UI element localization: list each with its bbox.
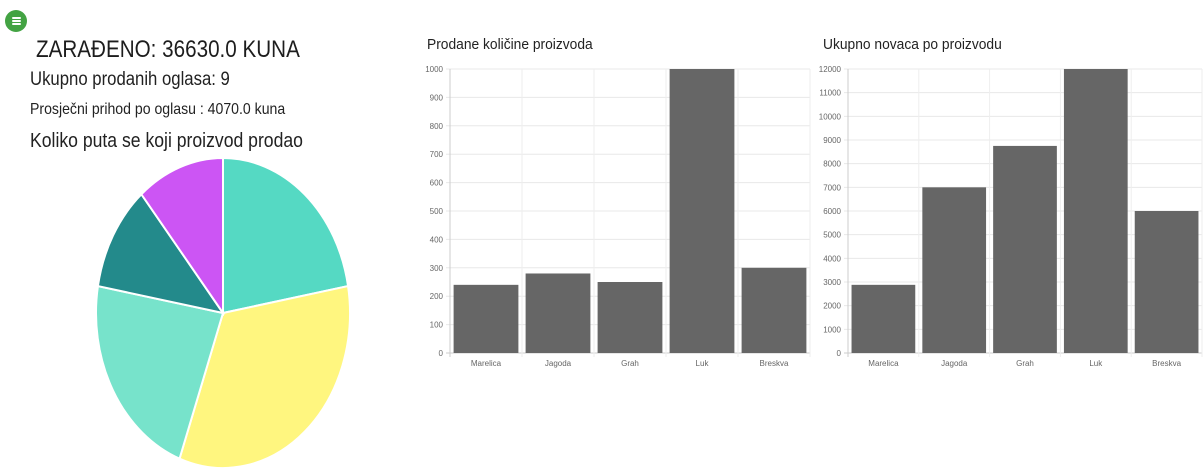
average-income: Prosječni prihod po oglasu : 4070.0 kuna [30, 101, 286, 118]
bar-chart-quantities-title: Prodane količine proizvoda [427, 36, 593, 53]
y-tick-label: 3000 [823, 278, 841, 287]
y-tick-label: 2000 [823, 302, 841, 311]
y-tick-label: 0 [837, 349, 842, 358]
x-tick-label: Jagoda [941, 359, 968, 368]
pie-slice[interactable] [178, 284, 351, 469]
y-tick-label: 700 [430, 150, 444, 159]
x-tick-label: Breskva [1152, 359, 1181, 368]
bar[interactable] [741, 267, 807, 353]
pie-chart [88, 152, 358, 471]
y-tick-label: 200 [430, 292, 444, 301]
bar[interactable] [1063, 69, 1128, 353]
y-tick-label: 1000 [425, 65, 443, 74]
y-tick-label: 600 [430, 179, 444, 188]
total-sold-ads: Ukupno prodanih oglasa: 9 [30, 69, 230, 90]
bar[interactable] [453, 284, 519, 353]
y-tick-label: 100 [430, 321, 444, 330]
y-tick-label: 500 [430, 207, 444, 216]
pie-slice[interactable] [222, 156, 350, 315]
y-tick-label: 7000 [823, 183, 841, 192]
bar-chart-money-title: Ukupno novaca po proizvodu [823, 36, 1002, 53]
bar[interactable] [1134, 211, 1199, 353]
y-tick-label: 6000 [823, 207, 841, 216]
y-tick-label: 1000 [823, 325, 841, 334]
x-tick-label: Grah [1016, 359, 1034, 368]
pie-slice[interactable] [95, 284, 225, 461]
pie-slice[interactable] [96, 192, 226, 315]
y-tick-label: 5000 [823, 231, 841, 240]
x-tick-label: Marelica [868, 359, 899, 368]
y-tick-label: 0 [439, 349, 444, 358]
y-tick-label: 12000 [819, 65, 842, 74]
y-tick-label: 11000 [819, 89, 841, 98]
x-tick-label: Breskva [760, 359, 789, 368]
earned-total: ZARAĐENO: 36630.0 KUNA [36, 36, 300, 63]
bar-chart-money-svg: 0 1000 2000 3000 4000 5000 6000 7000 8000 9000 100… [819, 65, 1203, 368]
x-tick-label: Grah [621, 359, 639, 368]
bar[interactable] [669, 69, 735, 353]
y-tick-label: 9000 [823, 136, 841, 145]
bar[interactable] [922, 187, 987, 353]
pie-chart-svg [95, 156, 351, 469]
x-tick-label: Luk [1089, 359, 1103, 368]
y-tick-label: 800 [430, 122, 444, 131]
pie-chart-title: Koliko puta se koji proizvod prodao [30, 130, 303, 152]
bar-chart-quantities-svg: 0 100 200 300 400 500 600 700 800 900 1000 Marelica… [425, 65, 811, 368]
x-tick-label: Marelica [471, 359, 502, 368]
y-tick-label: 300 [430, 264, 444, 273]
y-tick-label: 4000 [823, 254, 841, 263]
y-tick-label: 8000 [823, 160, 841, 169]
hamburger-icon [11, 17, 21, 25]
pie-slice[interactable] [140, 156, 224, 317]
menu-button[interactable] [5, 10, 27, 32]
y-tick-label: 400 [430, 235, 444, 244]
y-tick-label: 900 [430, 93, 444, 102]
x-tick-label: Luk [696, 359, 710, 368]
bar[interactable] [525, 273, 591, 353]
bar[interactable] [597, 282, 663, 353]
x-tick-label: Jagoda [545, 359, 572, 368]
bar[interactable] [993, 145, 1057, 353]
bar[interactable] [851, 284, 916, 353]
y-tick-label: 10000 [819, 112, 842, 121]
